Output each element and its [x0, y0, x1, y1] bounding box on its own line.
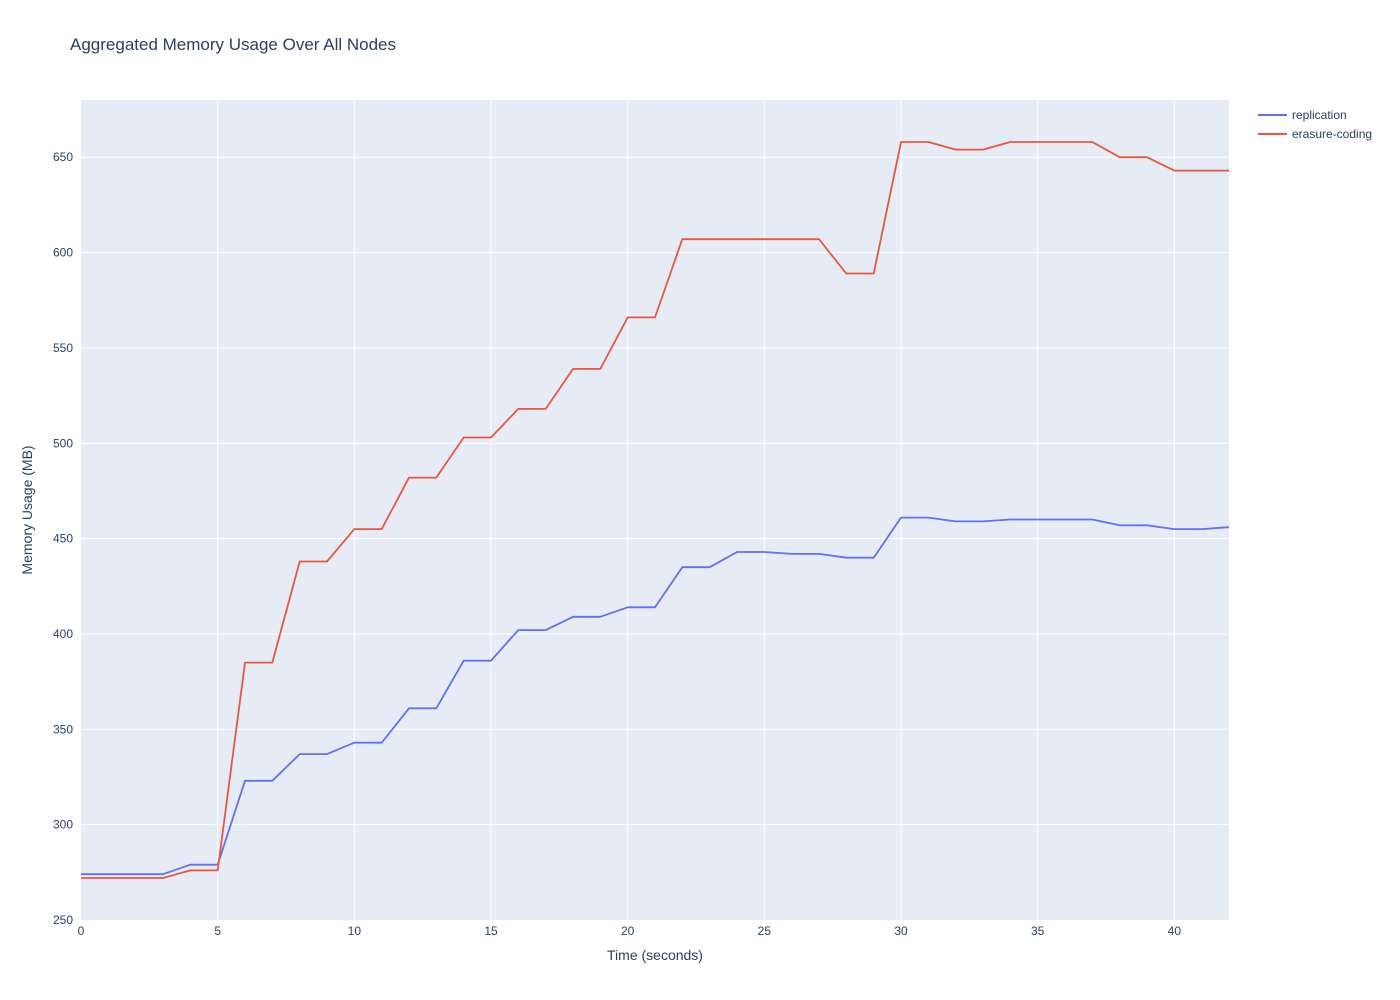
y-tick-labels: 250 300 350 400 450 500 550 600 650	[53, 150, 73, 927]
y-tick-label: 350	[53, 722, 73, 736]
plot-area-background	[81, 100, 1229, 920]
x-tick-label: 0	[78, 924, 85, 938]
x-tick-label: 25	[758, 924, 772, 938]
series-line-replication	[81, 516, 1230, 876]
y-tick-label: 300	[53, 818, 73, 832]
x-tick-label: 20	[621, 924, 635, 938]
chart-title: Aggregated Memory Usage Over All Nodes	[70, 35, 396, 54]
x-tick-labels: 0 5 10 15 20 25 30 35 40	[78, 924, 1182, 938]
grid-lines	[81, 100, 1229, 920]
x-tick-label: 10	[348, 924, 362, 938]
x-tick-label: 35	[1031, 924, 1045, 938]
legend: replication erasure-coding	[1258, 108, 1372, 141]
x-tick-label: 30	[894, 924, 908, 938]
x-tick-label: 40	[1168, 924, 1182, 938]
y-tick-label: 250	[53, 913, 73, 927]
legend-entry-erasure-coding[interactable]: erasure-coding	[1292, 127, 1372, 141]
y-tick-label: 600	[53, 246, 73, 260]
legend-entry-replication[interactable]: replication	[1292, 108, 1347, 122]
y-tick-label: 450	[53, 532, 73, 546]
x-axis-label: Time (seconds)	[607, 947, 703, 963]
y-tick-label: 550	[53, 341, 73, 355]
y-tick-label: 400	[53, 627, 73, 641]
x-tick-label: 15	[484, 924, 498, 938]
y-axis-label: Memory Usage (MB)	[19, 445, 35, 574]
series-lines	[81, 141, 1230, 879]
y-tick-label: 650	[53, 150, 73, 164]
y-tick-label: 500	[53, 436, 73, 450]
series-line-erasure-coding	[81, 141, 1229, 879]
x-tick-label: 5	[214, 924, 221, 938]
